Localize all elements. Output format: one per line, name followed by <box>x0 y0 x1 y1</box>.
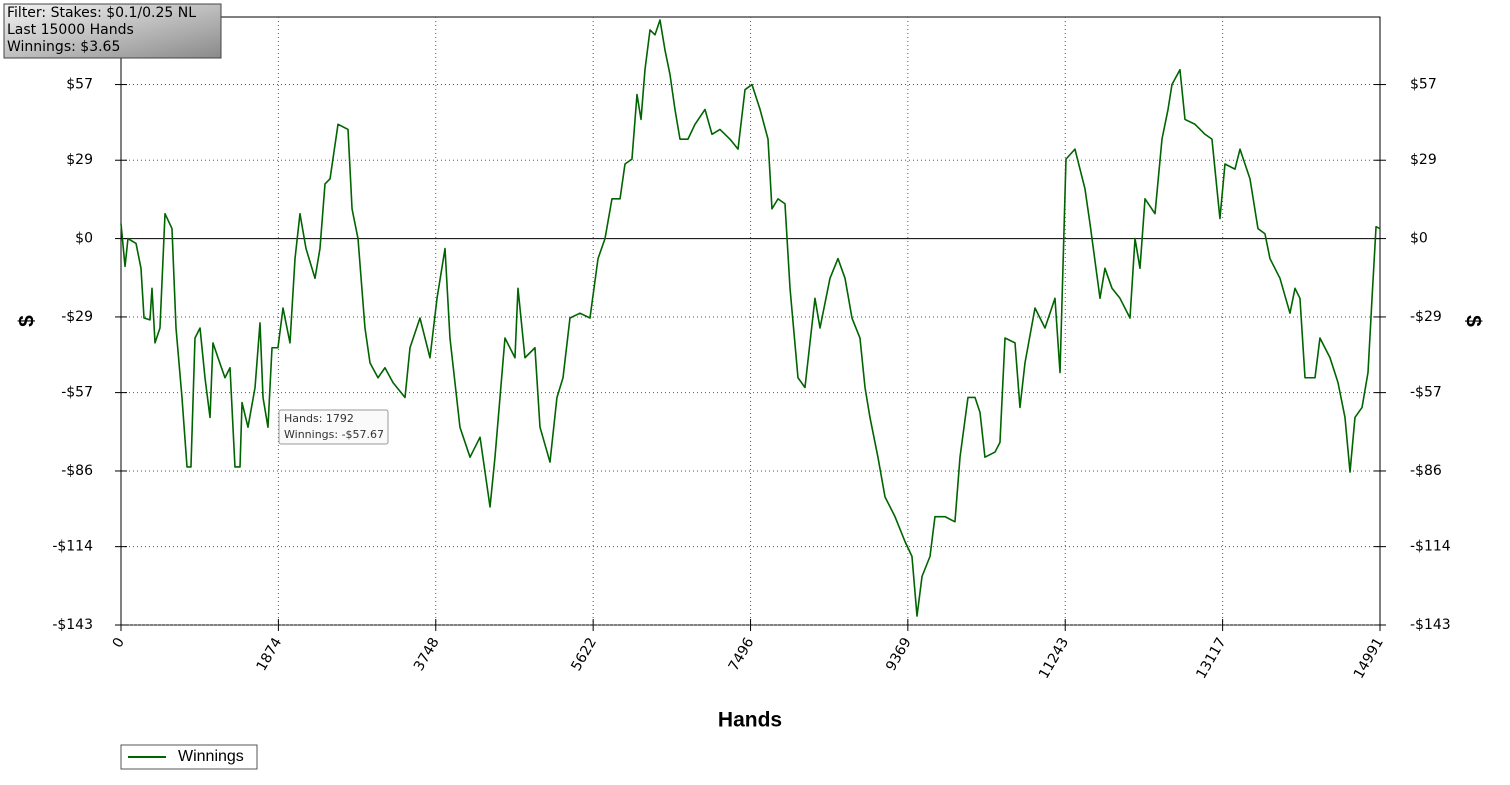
y-tick-label: $29 <box>66 152 93 168</box>
x-tick-label: 11243 <box>1036 635 1072 682</box>
x-tick-label: 9369 <box>883 635 915 674</box>
y2-tick-label: -$143 <box>1410 617 1451 633</box>
y-tick-label: -$114 <box>52 539 93 555</box>
legend: Winnings <box>120 744 258 770</box>
tooltip-line: Hands: 1792 <box>284 412 354 425</box>
y2-tick-label: -$29 <box>1410 309 1442 325</box>
x-tick-label: 3748 <box>411 635 443 674</box>
legend-label: Winnings <box>178 748 244 765</box>
y-tick-label: $57 <box>66 77 93 93</box>
winnings-line <box>120 19 1381 617</box>
info-box-bg <box>3 3 222 59</box>
y2-tick-label: $29 <box>1410 152 1437 168</box>
y-tick-label: -$86 <box>61 463 93 479</box>
tooltip: Hands: 1792 Winnings: -$57.67 <box>278 409 389 445</box>
x-tick-label: 5622 <box>568 635 600 674</box>
y2-tick-label: $0 <box>1410 231 1428 247</box>
y2-tick-label: -$114 <box>1410 539 1451 555</box>
x-tick-label: 13117 <box>1193 635 1229 682</box>
x-tick-label: 1874 <box>254 635 286 674</box>
info-line: Last 15000 Hands <box>7 22 134 38</box>
y-tick-label: -$57 <box>61 385 93 401</box>
x-tick-label: 14991 <box>1351 635 1387 682</box>
y-tick-label: -$143 <box>52 617 93 633</box>
y2-tick-label: -$86 <box>1410 463 1442 479</box>
y2-tick-label: -$57 <box>1410 385 1442 401</box>
y-axis-title: $ <box>16 315 39 327</box>
info-line: Filter: Stakes: $0.1/0.25 NL <box>7 5 196 21</box>
plot-layer: $57 $57 $29 $29 $0 $0 -$29 -$29 -$57 -$57 -$86 -$86… <box>52 17 1451 682</box>
x-tick-label: 0 <box>110 635 128 651</box>
tooltip-line: Winnings: -$57.67 <box>284 428 384 441</box>
info-line: Winnings: $3.65 <box>7 39 120 55</box>
info-box: Filter: Stakes: $0.1/0.25 NL Last 15000 … <box>3 3 222 59</box>
y-tick-label: -$29 <box>61 309 93 325</box>
x-axis-title: Hands <box>718 709 782 732</box>
y2-axis-title: $ <box>1461 315 1484 327</box>
x-tick-label: 7496 <box>726 635 758 674</box>
y2-tick-label: $57 <box>1410 77 1437 93</box>
tooltip-bg <box>278 409 389 445</box>
y-tick-label: $0 <box>75 231 93 247</box>
